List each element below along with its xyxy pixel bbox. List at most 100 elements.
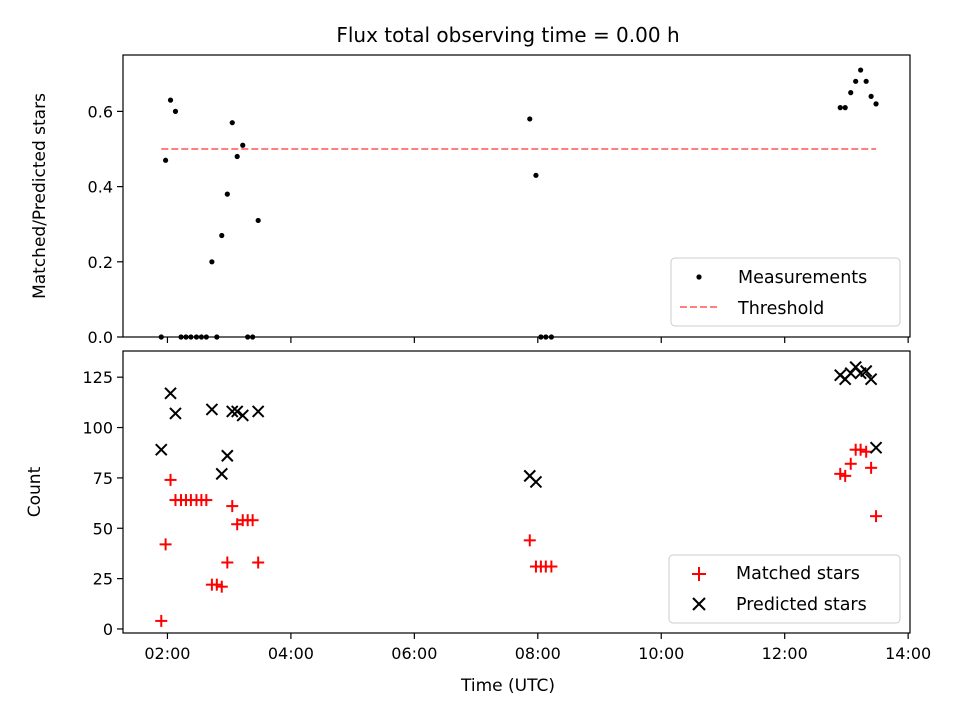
count-y-tick: 75 — [93, 469, 123, 488]
count-legend-box — [668, 554, 901, 624]
ratio-legend-box — [670, 257, 901, 327]
count-x-tick-label: 06:00 — [391, 644, 437, 663]
matched-stars-point — [215, 580, 228, 593]
ratio-y-tick-label: 0.4 — [88, 178, 113, 197]
measurements-point — [234, 153, 240, 160]
predicted-stars-point — [869, 441, 883, 454]
matched-stars-point — [870, 510, 883, 523]
matched-stars-point — [246, 514, 259, 527]
count-y-tick: 25 — [93, 570, 123, 589]
measurements-point — [873, 101, 879, 107]
ratio-y-tick-label: 0.0 — [88, 328, 113, 347]
count-x-tick: 08:00 — [515, 633, 561, 663]
measurements-point — [533, 172, 539, 178]
count-x-tick: 10:00 — [638, 633, 684, 663]
ratio-x-axis — [166, 337, 909, 343]
measurements-point — [853, 78, 859, 84]
legend-predicted-label: Predicted stars — [736, 595, 867, 615]
measurements-point — [858, 67, 864, 73]
measurements-point — [224, 191, 230, 197]
matched-stars-point — [865, 461, 878, 474]
predicted-stars-point — [205, 403, 219, 416]
count-y-label: Count — [25, 466, 45, 517]
ratio-y-tick-label: 0.6 — [88, 102, 113, 121]
measurements-point — [209, 259, 215, 265]
matched-stars-point — [164, 473, 177, 486]
matched-stars-point — [221, 556, 234, 569]
count-y-tick-label: 25 — [93, 570, 113, 589]
x-axis-label: Time (UTC) — [460, 676, 555, 696]
count-legend: Matched stars Predicted stars — [668, 554, 901, 624]
predicted-stars-point — [215, 467, 228, 481]
count-x-tick: 04:00 — [268, 633, 314, 663]
predicted-stars-point — [169, 407, 182, 420]
predicted-stars-point — [221, 449, 234, 462]
legend-predicted-marker — [692, 597, 706, 611]
measurements-point — [240, 142, 246, 148]
measurements-point — [219, 232, 225, 239]
ratio-y-tick: 0.2 — [88, 253, 123, 272]
count-x-tick: 06:00 — [391, 633, 437, 663]
ratio-y-label: Matched/Predicted stars — [30, 93, 50, 299]
legend-threshold-label: Threshold — [737, 299, 824, 319]
matched-stars-point — [155, 614, 168, 627]
count-y-tick-label: 125 — [82, 368, 113, 387]
count-x-axis: 02:00 04:00 06:00 08:00 10:00 12:00 14:00 — [144, 633, 931, 663]
count-x-tick: 14:00 — [885, 633, 931, 663]
measurements-point — [868, 93, 874, 99]
matched-stars-point — [252, 556, 265, 569]
legend-measurements-marker — [696, 274, 702, 280]
count-x-tick-label: 08:00 — [515, 644, 561, 663]
ratio-panel-frame — [122, 54, 911, 338]
count-y-tick-label: 50 — [93, 519, 113, 538]
ratio-y-tick-label: 0.2 — [88, 253, 113, 272]
ratio-y-axis: 0.0 0.2 0.4 0.6 — [88, 102, 123, 347]
count-x-tick-label: 04:00 — [268, 644, 314, 663]
legend-matched-marker — [692, 567, 706, 581]
measurements-point — [162, 157, 169, 163]
matched-stars-point — [860, 445, 873, 458]
matched-stars-point — [226, 500, 239, 513]
count-y-tick-label: 0 — [103, 620, 113, 639]
predicted-stars-point — [529, 475, 543, 489]
chart-title: Flux total observing time = 0.00 h — [336, 23, 679, 47]
predicted-stars-point — [226, 405, 239, 418]
measurements-point — [837, 105, 843, 111]
measurements-point — [229, 120, 235, 126]
measurements-point — [255, 217, 261, 224]
matched-stars-point — [159, 538, 172, 551]
count-y-tick: 100 — [82, 419, 123, 438]
count-panel: 0 25 50 75 100 125 02:00 04:00 06:00 08:00 10:00 1… — [25, 350, 931, 696]
count-x-tick-label: 12:00 — [762, 644, 808, 663]
ratio-legend: Measurements Threshold — [670, 257, 901, 327]
ratio-y-tick: 0.0 — [88, 328, 123, 347]
matched-stars-point — [523, 534, 536, 547]
legend-measurements-label: Measurements — [738, 268, 867, 288]
predicted-stars-point — [155, 443, 168, 456]
measurements-point — [863, 78, 869, 84]
measurements-point — [172, 108, 179, 114]
predicted-stars-point — [164, 387, 177, 400]
matched-stars-point — [545, 560, 558, 573]
predicted-stars-point — [864, 372, 878, 386]
count-y-axis: 0 25 50 75 100 125 — [82, 368, 123, 639]
count-y-tick: 50 — [93, 519, 123, 538]
count-x-tick-label: 10:00 — [638, 644, 684, 663]
count-x-tick-label: 02:00 — [144, 644, 190, 663]
count-x-tick: 12:00 — [762, 633, 808, 663]
matched-stars-point — [844, 457, 857, 470]
count-panel-frame — [122, 350, 911, 634]
predicted-stars-point — [236, 409, 249, 422]
ratio-y-tick: 0.6 — [88, 102, 123, 121]
predicted-stars-point — [230, 405, 244, 418]
predicted-stars-point — [859, 364, 873, 378]
ratio-panel: 0.0 0.2 0.4 0.6 Matched/Predicted stars Mea… — [30, 54, 911, 347]
predicted-stars-point — [251, 405, 265, 418]
ratio-plot-area — [158, 67, 879, 340]
measurements-point — [167, 97, 174, 103]
count-plot-area — [155, 360, 883, 627]
count-y-tick: 125 — [82, 368, 123, 387]
ratio-y-tick: 0.4 — [88, 178, 123, 197]
measurements-point — [527, 116, 533, 122]
